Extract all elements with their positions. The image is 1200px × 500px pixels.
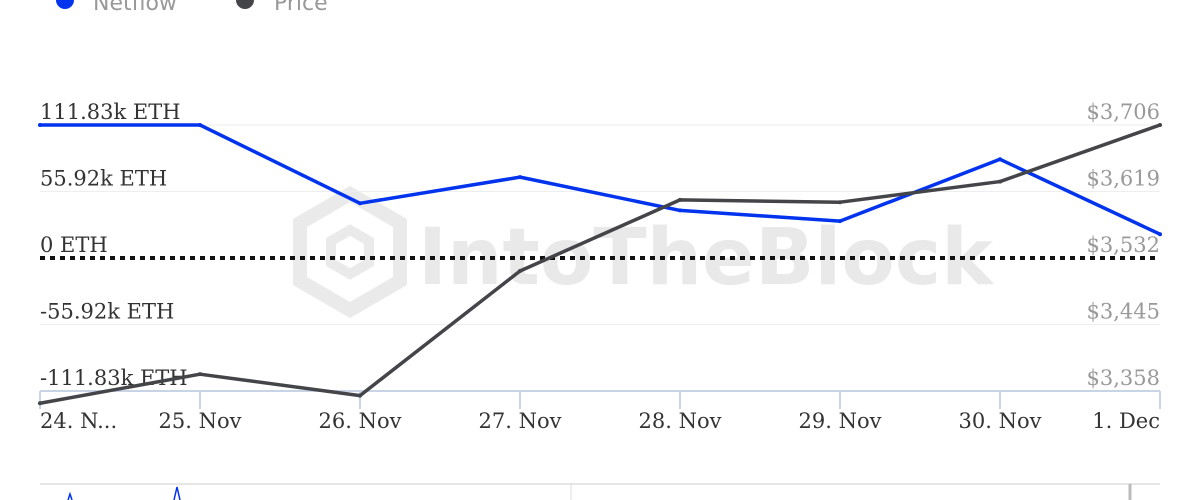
x-tick-label: 24. N... <box>40 409 117 433</box>
y-left-tick-label: 111.83k ETH <box>40 100 181 124</box>
series <box>38 123 1162 406</box>
x-tick-label: 27. Nov <box>479 409 562 433</box>
data-point-price <box>358 393 362 398</box>
data-point-netflow <box>998 157 1002 162</box>
legend[interactable]: Netflow Price <box>56 0 328 16</box>
y-left-tick-label: 0 ETH <box>40 233 108 257</box>
data-point-netflow <box>838 219 842 224</box>
x-tick-label: 25. Nov <box>159 409 242 433</box>
x-tick-label: 29. Nov <box>799 409 882 433</box>
watermark: IntoTheBlock <box>293 185 995 319</box>
legend-item-netflow[interactable]: Netflow <box>56 0 177 16</box>
navigator[interactable] <box>40 483 1160 500</box>
y-right-tick-label: $3,445 <box>1087 300 1160 324</box>
y-right-tick-label: $3,619 <box>1087 167 1160 191</box>
series-line-price <box>38 123 1162 405</box>
axes: 111.83k ETH 55.92k ETH 0 ETH -55.92k ETH -11… <box>39 100 1161 433</box>
series-line-netflow <box>38 123 1162 236</box>
watermark-logo-icon <box>293 185 407 319</box>
grid <box>40 124 1160 326</box>
data-point-netflow <box>38 123 42 127</box>
x-tick-label: 1. Dec <box>1092 409 1160 433</box>
x-tick-label: 28. Nov <box>639 409 722 433</box>
data-point-price <box>518 268 522 273</box>
y-left-tick-label: -111.83k ETH <box>40 366 188 390</box>
legend-marker-netflow <box>56 0 74 9</box>
data-point-price <box>198 372 202 377</box>
data-point-netflow <box>198 123 202 127</box>
legend-label-netflow: Netflow <box>93 0 177 16</box>
data-point-netflow <box>678 208 682 213</box>
legend-item-price[interactable]: Price <box>236 0 328 16</box>
data-point-price <box>678 197 682 202</box>
legend-marker-price <box>236 0 254 9</box>
data-point-netflow <box>518 175 522 180</box>
x-tick-label: 30. Nov <box>959 409 1042 433</box>
data-point-price <box>1158 123 1162 127</box>
data-point-price <box>838 200 842 205</box>
navigator-series-spark <box>67 486 181 500</box>
x-tick-label: 26. Nov <box>319 409 402 433</box>
y-right-tick-label: $3,706 <box>1087 100 1160 124</box>
data-point-price <box>38 401 42 406</box>
data-point-netflow <box>358 201 362 206</box>
y-left-tick-label: 55.92k ETH <box>40 166 167 190</box>
data-point-netflow <box>1158 232 1162 237</box>
legend-label-price: Price <box>274 0 328 16</box>
y-right-tick-label: $3,532 <box>1087 233 1160 257</box>
y-left-tick-label: -55.92k ETH <box>40 300 174 324</box>
data-point-price <box>998 179 1002 184</box>
y-right-tick-label: $3,358 <box>1087 366 1160 390</box>
